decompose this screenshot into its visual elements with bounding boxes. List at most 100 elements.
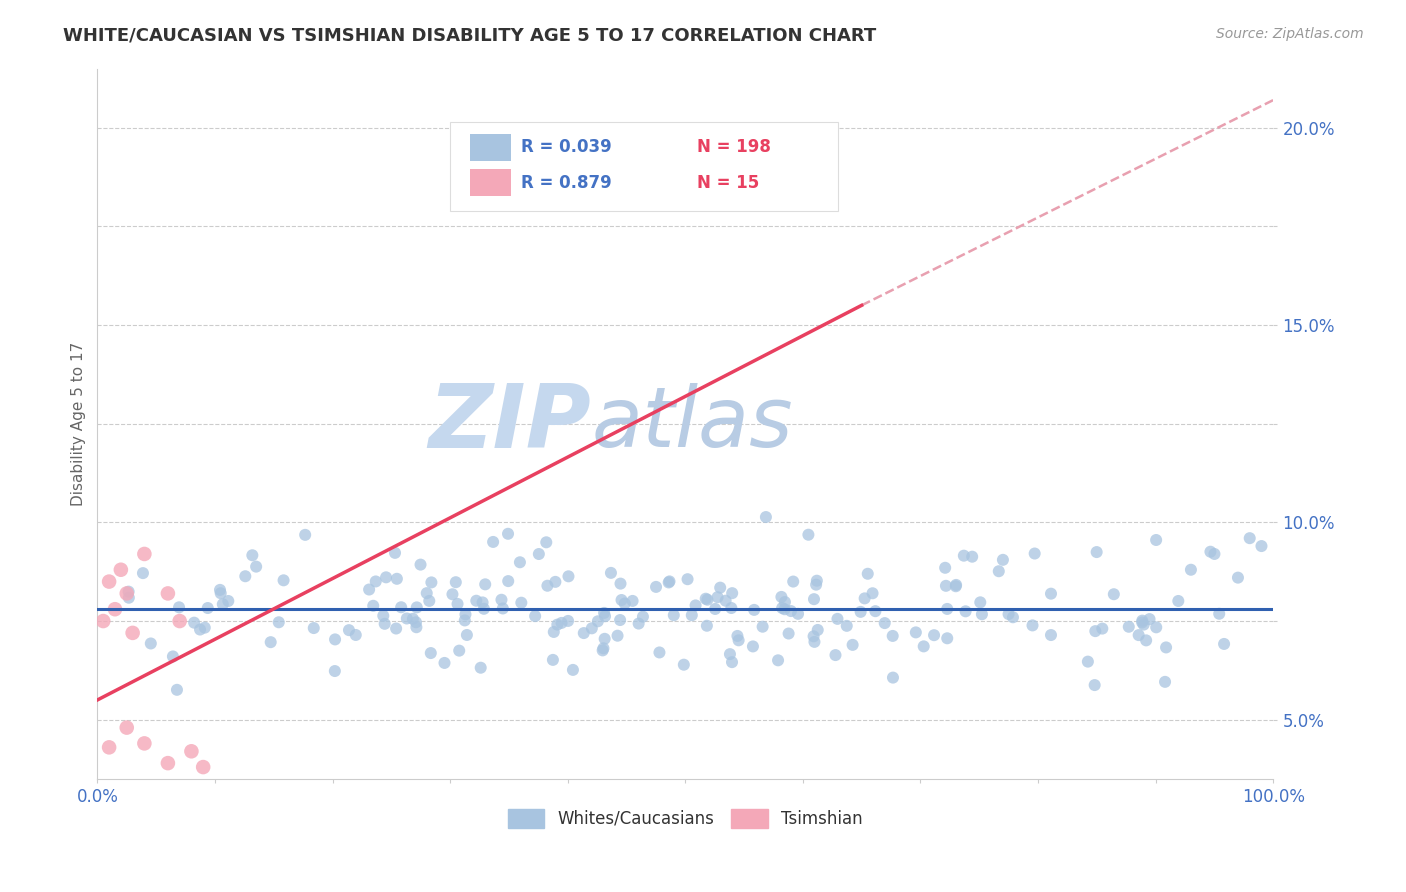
Point xyxy=(849,605,872,619)
Y-axis label: Disability Age 5 to 17: Disability Age 5 to 17 xyxy=(72,342,86,506)
Point xyxy=(374,616,396,631)
Point xyxy=(922,628,945,642)
Point xyxy=(714,593,737,607)
Point xyxy=(385,572,408,586)
Point xyxy=(613,597,636,611)
Point xyxy=(361,599,384,613)
Point xyxy=(685,599,707,613)
Point xyxy=(662,608,685,623)
Point xyxy=(835,619,858,633)
Point xyxy=(245,559,267,574)
Point xyxy=(824,648,846,662)
Point xyxy=(621,594,644,608)
Point xyxy=(1130,614,1153,628)
Point xyxy=(970,607,993,622)
Point xyxy=(969,595,991,609)
Point xyxy=(766,653,789,667)
Point xyxy=(1213,637,1236,651)
Point xyxy=(557,614,579,628)
Point xyxy=(991,553,1014,567)
Point xyxy=(273,574,295,588)
Point xyxy=(770,590,793,604)
Point xyxy=(945,579,967,593)
Point xyxy=(935,579,957,593)
Point xyxy=(593,609,616,624)
Point xyxy=(359,582,381,597)
Point xyxy=(419,646,441,660)
Point xyxy=(1085,545,1108,559)
Point xyxy=(482,535,505,549)
Point xyxy=(167,600,190,615)
Point xyxy=(1001,610,1024,624)
Point xyxy=(1084,678,1107,692)
Point xyxy=(546,617,568,632)
Point xyxy=(557,569,579,583)
Point xyxy=(610,593,633,607)
Point xyxy=(960,549,983,564)
Point xyxy=(209,586,232,600)
Point xyxy=(156,756,179,771)
Bar xyxy=(470,169,512,196)
Point xyxy=(1021,618,1043,632)
Point xyxy=(782,574,804,589)
Point xyxy=(134,547,156,561)
Point xyxy=(302,621,325,635)
Point xyxy=(1180,563,1202,577)
Point xyxy=(1135,633,1157,648)
Point xyxy=(405,620,427,634)
Point xyxy=(375,570,398,584)
Point xyxy=(592,641,614,656)
Point xyxy=(721,655,744,669)
Text: R = 0.039: R = 0.039 xyxy=(520,138,612,156)
Legend: Whites/Caucasians, Tsimshian: Whites/Caucasians, Tsimshian xyxy=(501,802,869,835)
Point xyxy=(169,614,191,628)
Point xyxy=(987,564,1010,578)
Point xyxy=(323,664,346,678)
Point xyxy=(742,640,765,654)
Point xyxy=(806,574,828,588)
Bar xyxy=(470,134,512,161)
Point xyxy=(233,569,256,583)
Point xyxy=(997,607,1019,621)
Point xyxy=(208,582,231,597)
Point xyxy=(706,590,728,604)
Point xyxy=(1250,539,1272,553)
Point xyxy=(936,602,959,616)
Point xyxy=(1077,655,1099,669)
Point xyxy=(454,607,477,622)
Point xyxy=(593,606,616,620)
Point xyxy=(725,629,748,643)
Point xyxy=(696,592,718,607)
Point xyxy=(787,607,810,621)
Point xyxy=(882,629,904,643)
Point xyxy=(1208,607,1230,621)
Point xyxy=(134,736,156,750)
Text: N = 15: N = 15 xyxy=(697,174,759,192)
Point xyxy=(873,616,896,631)
Point xyxy=(609,576,631,591)
Point xyxy=(491,592,513,607)
Point xyxy=(454,614,477,628)
Point xyxy=(405,615,427,630)
Point xyxy=(572,626,595,640)
Point xyxy=(773,595,796,609)
Point xyxy=(471,595,494,609)
Point xyxy=(260,635,283,649)
Point xyxy=(527,547,550,561)
Point xyxy=(183,615,205,630)
Point xyxy=(395,611,418,625)
Point xyxy=(770,601,793,615)
Point xyxy=(704,602,727,616)
Point xyxy=(676,572,699,586)
Point xyxy=(1226,571,1249,585)
Point xyxy=(344,628,367,642)
Point xyxy=(420,575,443,590)
Point xyxy=(418,594,440,608)
Point xyxy=(803,629,825,643)
Point xyxy=(780,604,803,618)
Point xyxy=(627,616,650,631)
Point xyxy=(180,744,202,758)
Point xyxy=(364,574,387,589)
Point xyxy=(509,555,531,569)
Point xyxy=(405,600,427,615)
